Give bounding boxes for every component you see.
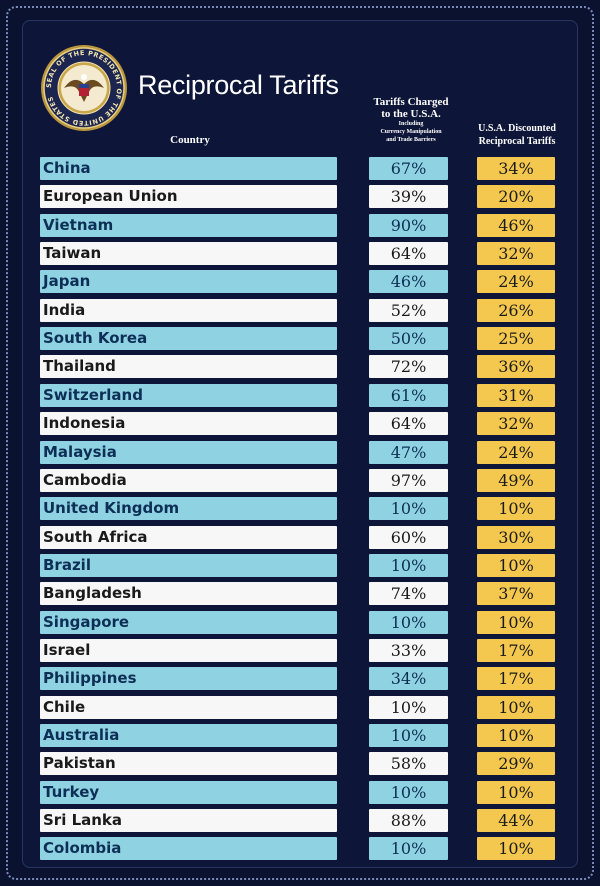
tariff-discounted-cell: 26%: [477, 299, 555, 322]
tariff-charged-cell: 60%: [369, 526, 448, 549]
country-cell: Bangladesh: [40, 582, 337, 605]
tariff-discounted-cell: 29%: [477, 752, 555, 775]
charged-header-line2: to the U.S.A.: [381, 108, 441, 120]
tariff-charged-cell: 90%: [369, 214, 448, 237]
discounted-header-line2: Reciprocal Tariffs: [478, 136, 556, 147]
tariff-discounted-cell: 49%: [477, 469, 555, 492]
tariff-charged-cell: 10%: [369, 497, 448, 520]
presidential-seal-icon: SEAL OF THE PRESIDENT OF THE UNITED STAT…: [41, 45, 127, 131]
tariff-discounted-cell: 17%: [477, 667, 555, 690]
country-cell: Switzerland: [40, 384, 337, 407]
tariff-charged-cell: 47%: [369, 441, 448, 464]
tariff-discounted-cell: 10%: [477, 611, 555, 634]
tariff-charged-cell: 10%: [369, 611, 448, 634]
country-cell: Thailand: [40, 355, 337, 378]
country-cell: China: [40, 157, 337, 180]
tariff-discounted-cell: 10%: [477, 696, 555, 719]
tariff-charged-cell: 10%: [369, 696, 448, 719]
tariff-charged-cell: 88%: [369, 809, 448, 832]
tariff-discounted-cell: 30%: [477, 526, 555, 549]
tariff-charged-cell: 52%: [369, 299, 448, 322]
charged-header-sub1: Including: [398, 121, 424, 127]
tariff-charged-cell: 61%: [369, 384, 448, 407]
country-cell: Vietnam: [40, 214, 337, 237]
country-cell: Israel: [40, 639, 337, 662]
tariff-discounted-cell: 46%: [477, 214, 555, 237]
tariff-charged-cell: 10%: [369, 554, 448, 577]
tariff-charged-cell: 46%: [369, 270, 448, 293]
charged-header-sub2: Currency Manipulation: [380, 129, 442, 135]
tariff-charged-cell: 34%: [369, 667, 448, 690]
country-cell: Australia: [40, 724, 337, 747]
tariff-discounted-cell: 24%: [477, 270, 555, 293]
tariff-discounted-cell: 10%: [477, 781, 555, 804]
country-cell: South Africa: [40, 526, 337, 549]
tariff-discounted-cell: 25%: [477, 327, 555, 350]
country-cell: Chile: [40, 696, 337, 719]
charged-header-sub3: and Trade Barriers: [386, 137, 436, 143]
tariff-discounted-cell: 37%: [477, 582, 555, 605]
tariff-charged-cell: 50%: [369, 327, 448, 350]
charged-header-line1: Tariffs Charged: [373, 96, 449, 108]
tariff-charged-cell: 58%: [369, 752, 448, 775]
column-header-discounted: U.S.A. Discounted Reciprocal Tariffs: [462, 122, 572, 148]
tariff-discounted-cell: 10%: [477, 554, 555, 577]
tariff-charged-cell: 10%: [369, 837, 448, 860]
tariff-discounted-cell: 31%: [477, 384, 555, 407]
page-title: Reciprocal Tariffs: [138, 70, 339, 100]
tariff-discounted-cell: 32%: [477, 412, 555, 435]
tariff-discounted-cell: 34%: [477, 157, 555, 180]
tariff-charged-cell: 64%: [369, 242, 448, 265]
country-cell: Indonesia: [40, 412, 337, 435]
country-cell: Cambodia: [40, 469, 337, 492]
tariff-charged-cell: 67%: [369, 157, 448, 180]
country-cell: India: [40, 299, 337, 322]
country-cell: Taiwan: [40, 242, 337, 265]
tariff-charged-cell: 97%: [369, 469, 448, 492]
tariff-discounted-cell: 10%: [477, 724, 555, 747]
tariff-charged-cell: 72%: [369, 355, 448, 378]
tariff-charged-cell: 33%: [369, 639, 448, 662]
tariff-discounted-cell: 10%: [477, 837, 555, 860]
country-cell: European Union: [40, 185, 337, 208]
tariff-charged-cell: 10%: [369, 781, 448, 804]
tariff-charged-cell: 74%: [369, 582, 448, 605]
country-cell: Pakistan: [40, 752, 337, 775]
country-cell: Colombia: [40, 837, 337, 860]
tariff-discounted-cell: 20%: [477, 185, 555, 208]
country-cell: Singapore: [40, 611, 337, 634]
country-cell: Japan: [40, 270, 337, 293]
tariff-charged-cell: 39%: [369, 185, 448, 208]
tariff-discounted-cell: 17%: [477, 639, 555, 662]
country-cell: Brazil: [40, 554, 337, 577]
tariff-discounted-cell: 36%: [477, 355, 555, 378]
tariff-charged-cell: 64%: [369, 412, 448, 435]
country-cell: Turkey: [40, 781, 337, 804]
outer-dotted-frame: [6, 6, 594, 880]
tariff-discounted-cell: 24%: [477, 441, 555, 464]
country-cell: Malaysia: [40, 441, 337, 464]
tariff-discounted-cell: 32%: [477, 242, 555, 265]
tariff-charged-cell: 10%: [369, 724, 448, 747]
discounted-header-line1: U.S.A. Discounted: [478, 123, 556, 134]
tariff-discounted-cell: 10%: [477, 497, 555, 520]
country-cell: South Korea: [40, 327, 337, 350]
column-header-country: Country: [170, 134, 210, 146]
column-header-charged: Tariffs Charged to the U.S.A. Including …: [356, 96, 466, 144]
country-cell: United Kingdom: [40, 497, 337, 520]
country-cell: Sri Lanka: [40, 809, 337, 832]
country-cell: Philippines: [40, 667, 337, 690]
tariff-discounted-cell: 44%: [477, 809, 555, 832]
